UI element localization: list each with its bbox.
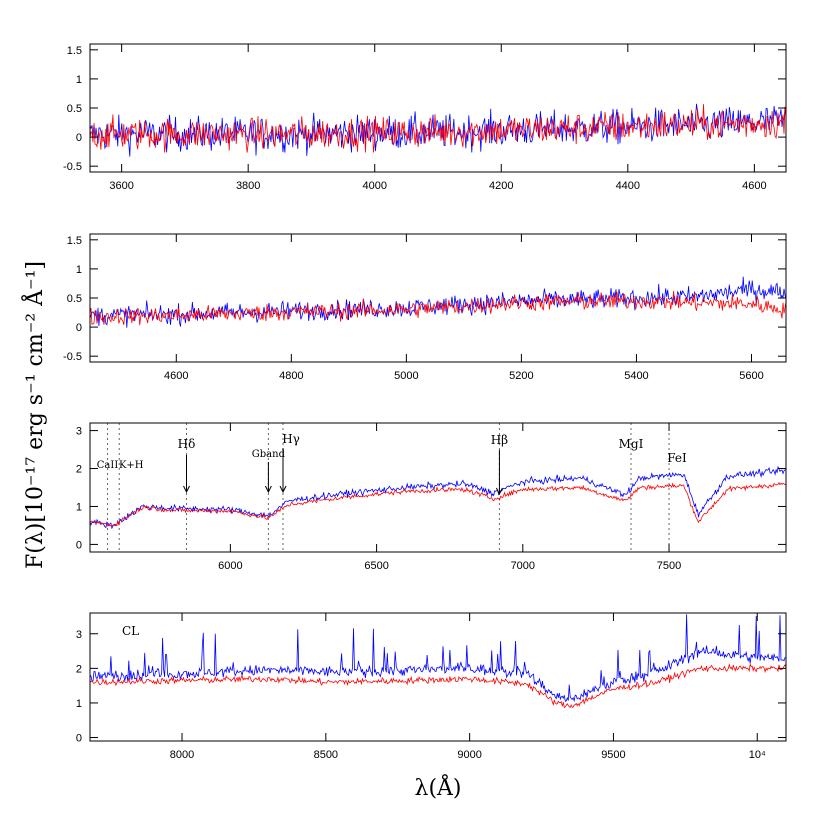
arrow-head [183,485,190,494]
y-tick-label: 1 [76,264,82,276]
y-tick-label: 2 [76,663,82,675]
panel-frame [89,233,787,363]
y-tick-label: -0.5 [63,161,82,173]
panel-2: 4600 4800 5000 5200 5400 5600 -0.5 0 0.5 1 1.5 [63,233,787,382]
panel-frame [89,422,787,553]
series-red [90,481,786,527]
annotation-label: Hδ [178,437,196,451]
x-tick-label: 9000 [457,749,481,761]
annotation-label: CaII [97,460,119,471]
annotation-label: Hβ [491,433,508,447]
panel-4: 8000 8500 9000 9500 10⁴ 0 1 2 3 CL [76,612,787,761]
y-tick-label: 1 [76,698,82,710]
x-tick-label: 3600 [109,180,133,192]
x-tick-label: 6500 [364,560,388,572]
y-tick-label: 3 [76,426,82,438]
y-tick-label: 1 [76,74,82,86]
panel-lines [90,614,786,709]
y-tick-label: 1.5 [67,45,82,57]
x-tick-label: 5600 [739,370,763,382]
panel-1: 3600 3800 4000 4200 4400 4600 -0.5 0 0.5 1 1.5 [63,43,787,192]
y-tick-label: 1.5 [67,235,82,247]
panel-frame [89,612,787,742]
annotation-label: FeI [667,451,687,465]
x-tick-label: 7000 [511,560,535,572]
x-tick-label: 3800 [236,180,260,192]
y-tick-label: 1 [76,501,82,513]
y-tick-label: 0.5 [67,293,82,305]
panels-group: 3600 3800 4000 4200 4400 4600-0.500.511.54600… [63,43,787,761]
panel-label: CL [122,624,139,638]
x-tick-label: 4600 [164,370,188,382]
series-red [90,290,786,326]
panel-lines [90,103,786,157]
y-tick-label: 0.5 [67,103,82,115]
x-tick-label: 4200 [489,180,513,192]
x-tick-label: 4600 [742,180,766,192]
y-tick-label: 3 [76,629,82,641]
x-tick-label: 10⁴ [749,749,766,761]
panel-frame [89,43,787,173]
series-blue [90,614,786,703]
y-tick-label: -0.5 [63,351,82,363]
x-tick-label: 4000 [362,180,386,192]
y-tick-label: 0 [76,132,82,144]
annotation-label: Hγ [282,432,300,446]
annotation-label: MgI [619,437,644,451]
x-tick-label: 6000 [218,560,242,572]
y-axis-title: F(λ)[10⁻¹⁷ erg s⁻¹ cm⁻² Å⁻¹] [20,261,48,569]
x-tick-label: 5000 [394,370,418,382]
annotation-label: Gband [252,449,286,460]
x-tick-label: 8500 [314,749,338,761]
annotation-label: K+H [119,460,144,471]
x-tick-label: 9500 [601,749,625,761]
x-tick-label: 5400 [624,370,648,382]
x-tick-label: 4800 [279,370,303,382]
arrow-head [495,487,503,496]
panel-lines [90,465,786,530]
series-blue [90,276,786,328]
x-tick-label: 8000 [170,749,194,761]
x-tick-label: 4400 [616,180,640,192]
y-tick-label: 0 [76,322,82,334]
panel-lines [90,276,786,328]
y-tick-label: 2 [76,464,82,476]
panel-3: 6000 6500 7000 7500 0 1 2 3 CaII K+H Hδ Gband Hγ Hβ Mg… [76,422,787,572]
x-tick-label: 7500 [657,560,681,572]
series-red [90,104,786,153]
series-red [90,662,786,709]
series-blue [90,465,786,530]
arrow-head [264,485,272,494]
arrow-head [279,485,287,494]
y-tick-label: 0 [76,539,82,551]
x-tick-label: 5200 [509,370,533,382]
y-tick-label: 0 [76,733,82,745]
x-axis-title: λ(Å) [415,773,462,801]
